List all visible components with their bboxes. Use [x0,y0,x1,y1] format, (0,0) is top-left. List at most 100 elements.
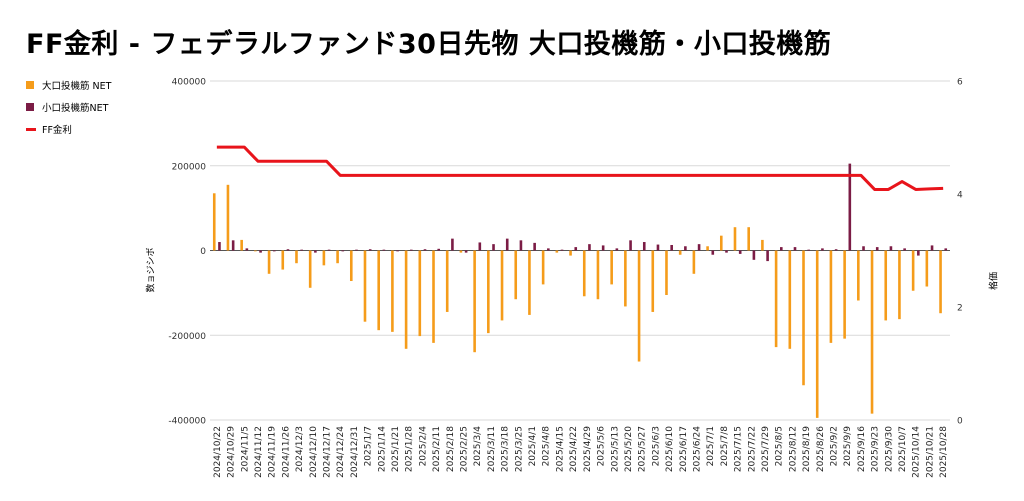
x-tick-label: 2025/4/15 [555,426,565,472]
legend-label-ff-rate: FF金利 [42,125,72,136]
bar-small-speculators [245,248,249,251]
ff-rate-line [216,145,944,191]
bar-large-speculators [308,250,312,288]
x-tick-label: 2025/6/10 [665,426,675,472]
gridlines [210,80,950,421]
bar-small-speculators [492,244,495,251]
bar-large-speculators [706,246,709,251]
x-tick-label: 2025/3/11 [487,426,497,472]
bar-small-speculators [834,249,838,251]
x-tick-label: 2025/1/28 [405,426,415,472]
x-tick-label: 2025/5/13 [610,426,620,472]
x-tick-label: 2024/10/29 [227,426,237,478]
bar-large-speculators [719,235,723,251]
bar-small-speculators [930,245,934,251]
bar-small-speculators [464,250,468,253]
bar-large-speculators [363,250,367,322]
y-tick-label-left: -200000 [168,332,206,342]
bar-small-speculators [821,248,824,251]
x-tick-label: 2025/7/29 [761,426,771,472]
bar-large-speculators [624,250,627,307]
bar-small-speculators [656,244,660,251]
bar-small-speculators [629,240,632,251]
bar-small-speculators [793,247,797,251]
bar-small-speculators [725,250,728,253]
bar-large-speculators [528,250,531,315]
y-tick-label-left: -400000 [168,417,206,427]
bar-large-speculators [925,250,929,287]
x-tick-label: 2024/12/3 [295,426,305,472]
bar-small-speculators [300,249,303,251]
bar-large-speculators [774,250,778,348]
bar-large-speculators [637,250,641,362]
x-tick-label: 2024/12/24 [336,426,346,478]
y-tick-label-left: 200000 [172,162,207,172]
bar-large-speculators [487,250,490,334]
bar-large-speculators [802,250,805,386]
x-tick-label: 2025/9/2 [830,426,840,466]
bar-small-speculators [944,248,948,251]
y-tick-label-right: 4 [957,191,963,201]
x-tick-label: 2024/11/26 [281,426,291,478]
bar-large-speculators [829,250,833,343]
bar-large-speculators [555,250,559,253]
bar-small-speculators [314,250,317,253]
x-tick-label: 2025/5/20 [624,426,634,472]
x-tick-label: 2025/9/23 [871,426,881,472]
bar-small-speculators [615,248,619,251]
y-tick-label-right: 2 [957,304,963,314]
bar-large-speculators [678,250,682,255]
bar-large-speculators [651,250,655,312]
bar-large-speculators [911,250,915,291]
x-tick-label: 2025/7/8 [720,426,730,467]
bar-large-speculators [692,250,696,274]
ff-rate-series-line [216,145,944,191]
bar-large-speculators [295,250,298,264]
x-tick-label: 2025/5/27 [638,426,648,472]
bar-small-speculators [218,242,221,251]
bar-small-speculators [670,244,673,251]
bar-large-speculators [939,250,942,314]
bar-small-speculators [684,246,687,251]
x-tick-label: 2024/12/17 [322,426,332,478]
x-tick-label: 2024/11/12 [254,426,264,478]
bar-large-speculators [377,250,380,331]
legend-swatch-small-speculators [26,103,34,111]
x-tick-label: 2025/4/29 [583,426,593,472]
bar-large-speculators [815,250,819,418]
bar-small-speculators [410,249,413,251]
x-tick-label: 2025/7/15 [734,426,744,472]
bar-small-speculators [574,247,578,251]
x-tick-label: 2025/5/6 [597,426,607,467]
legend-item-large-speculators: 大口投機筋 NET [26,74,111,96]
bar-small-speculators [272,250,276,252]
x-tick-label: 2025/10/14 [912,426,922,478]
bar-small-speculators [286,249,290,251]
bar-small-speculators [382,249,386,251]
bar-large-speculators [391,250,394,332]
x-tick-label: 2025/10/21 [925,426,935,478]
x-tick-label: 2025/4/22 [569,426,579,472]
bar-large-speculators [473,250,476,353]
x-tick-label: 2025/2/18 [446,426,456,472]
x-tick-label: 2025/8/12 [788,426,798,472]
x-tick-label: 2025/9/9 [843,426,853,467]
bar-large-speculators [500,250,504,321]
x-tick-label: 2025/6/3 [651,426,661,466]
bar-large-speculators [733,227,737,251]
bar-small-speculators [478,242,482,251]
x-tick-label: 2025/7/22 [747,426,757,472]
bar-large-speculators [747,227,750,251]
x-tick-label: 2025/10/28 [939,426,949,478]
bar-small-speculators [533,242,536,251]
bar-large-speculators [884,250,888,321]
x-tick-label: 2025/4/1 [528,426,538,466]
x-tick-label: 2025/3/4 [473,426,483,467]
bar-large-speculators [459,250,463,253]
bar-small-speculators [697,244,701,251]
y-tick-label-left: 0 [200,247,206,257]
bar-small-speculators [519,240,523,251]
x-tick-label: 2025/7/1 [706,426,716,466]
bar-large-speculators [596,250,600,300]
bar-large-speculators [761,239,764,251]
